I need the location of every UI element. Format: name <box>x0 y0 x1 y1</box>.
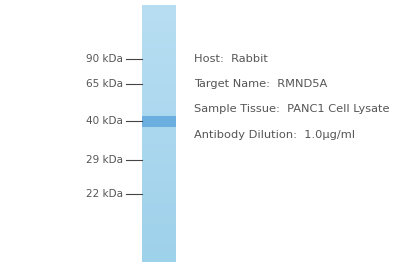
Text: Target Name:  RMND5A: Target Name: RMND5A <box>194 79 327 89</box>
Bar <box>142 116 176 127</box>
Text: Antibody Dilution:  1.0μg/ml: Antibody Dilution: 1.0μg/ml <box>194 130 355 140</box>
Text: 90 kDa: 90 kDa <box>86 54 123 64</box>
Text: 65 kDa: 65 kDa <box>86 79 123 89</box>
Text: 22 kDa: 22 kDa <box>86 189 123 199</box>
Text: Host:  Rabbit: Host: Rabbit <box>194 54 268 64</box>
Text: Sample Tissue:  PANC1 Cell Lysate: Sample Tissue: PANC1 Cell Lysate <box>194 104 390 115</box>
Text: 40 kDa: 40 kDa <box>86 116 123 127</box>
Text: 29 kDa: 29 kDa <box>86 155 123 165</box>
